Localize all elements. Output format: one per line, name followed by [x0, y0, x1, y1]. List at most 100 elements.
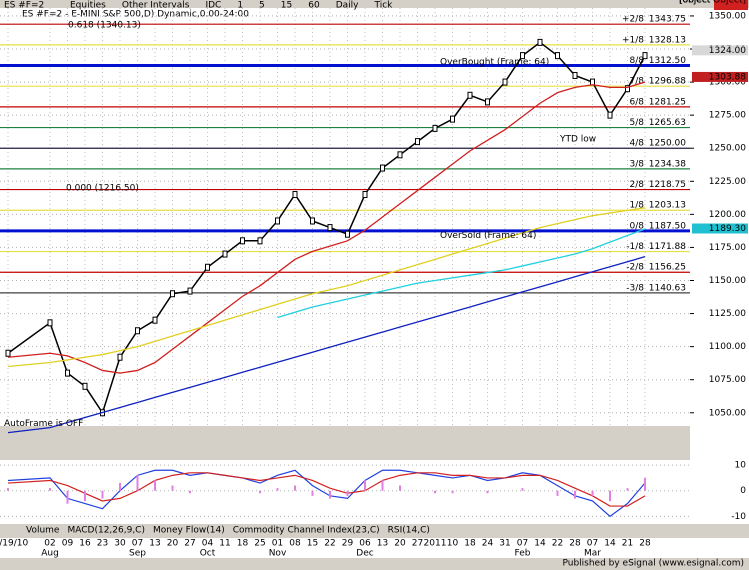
x-tick-label: 23 — [97, 539, 108, 549]
candle — [205, 263, 210, 271]
indicator-tab[interactable]: Commodity Channel Index(23,C) — [233, 526, 380, 536]
x-tick-label: 22 — [324, 539, 335, 549]
candle — [502, 78, 508, 86]
x-tick-label: 07 — [132, 539, 143, 549]
series-line — [7, 207, 646, 368]
candle — [47, 319, 53, 327]
toolbar-button[interactable]: Tick — [373, 1, 393, 11]
indicator-tab[interactable]: RSI(14,C) — [388, 526, 430, 536]
macd-histogram — [119, 482, 121, 491]
series-line — [7, 256, 646, 434]
candle — [537, 38, 543, 46]
indicator-tab[interactable]: MACD(12,26,9,C) — [67, 526, 145, 536]
toolbar — [0, 0, 749, 8]
y-tick-label: 1225.00 — [709, 177, 746, 187]
toolbar-button[interactable]: Equities — [70, 1, 106, 11]
x-tick-label: 20 — [167, 539, 179, 549]
x-tick-label: 07/19/10 — [0, 539, 28, 549]
macd-histogram — [154, 480, 156, 491]
level-value: 1250.00 — [649, 139, 686, 149]
y-tick-label: 1125.00 — [709, 309, 746, 319]
candle — [257, 237, 263, 245]
macd-histogram — [574, 490, 576, 499]
macd-histogram — [84, 490, 86, 502]
toolbar-button[interactable]: IDC — [205, 1, 221, 11]
candle — [65, 369, 70, 377]
month-label: Aug — [41, 549, 59, 559]
x-tick-label: 02 — [44, 539, 55, 549]
toolbar-button[interactable]: 5 — [259, 1, 265, 11]
x-tick-label: 07 — [587, 539, 598, 549]
macd-line — [7, 472, 646, 507]
x-tick-label: 18 — [237, 539, 249, 549]
candle — [135, 327, 140, 335]
macd-histogram — [644, 477, 646, 491]
candle — [275, 217, 280, 225]
candle — [485, 98, 490, 106]
indicator-tab[interactable]: Volume — [26, 526, 60, 536]
macd-histogram — [189, 490, 191, 494]
x-tick-label: 18 — [464, 539, 476, 549]
y-tick-label: 1350.00 — [709, 11, 746, 21]
symbol[interactable]: ES #F=2 — [4, 1, 44, 11]
macd-histogram — [434, 490, 436, 494]
macd-flag-label: [object Object] — [679, 0, 746, 6]
macd-histogram — [276, 488, 279, 491]
macd-histogram — [259, 490, 261, 494]
macd-histogram — [591, 490, 594, 496]
level-name: 8/8 — [630, 56, 645, 66]
candle — [642, 52, 648, 60]
x-tick-label: 24 — [482, 539, 494, 549]
macd-histogram — [521, 488, 524, 491]
annotation: AutoFrame is OFF — [4, 419, 83, 429]
annotation: 0.618 (1340.13) — [68, 21, 141, 31]
indicator-tab[interactable]: Money Flow(14) — [153, 526, 225, 536]
candle — [432, 124, 438, 132]
level-name: 0/8 — [630, 221, 645, 231]
level-name: -2/8 — [626, 263, 644, 273]
macd-flag-label: [object Object] — [679, 0, 746, 6]
macd-histogram — [329, 490, 331, 499]
x-tick-label: 29 — [342, 539, 354, 549]
macd-histogram — [486, 490, 489, 494]
price-flag — [692, 45, 748, 56]
price-flag-label: 1324.00 — [709, 46, 746, 56]
annotation: YTD low — [559, 134, 596, 144]
macd-histogram — [609, 490, 611, 502]
macd-histogram — [364, 480, 366, 491]
macd-histogram — [66, 490, 69, 504]
price-flag — [692, 71, 748, 82]
candle — [362, 191, 368, 199]
level-name: 3/8 — [630, 159, 645, 169]
chart-title: ES #F=2 - E-MINI S&P 500,D) Dynamic,0.00… — [22, 10, 249, 20]
macd-line — [7, 469, 646, 518]
y-tick-label: 1075.00 — [709, 375, 746, 385]
level-name: -3/8 — [626, 283, 644, 293]
candle — [327, 224, 333, 232]
price-axis — [690, 8, 749, 524]
toolbar-button[interactable]: Other Intervals — [122, 1, 190, 11]
macd-histogram — [171, 485, 174, 491]
x-tick-label: 07 — [517, 539, 528, 549]
candle — [222, 250, 228, 258]
x-tick-label: 11 — [219, 539, 230, 549]
month-label: Feb — [515, 549, 531, 559]
level-name: 1/8 — [630, 201, 645, 211]
y-tick-label: 1250.00 — [709, 144, 746, 154]
x-tick-label: 20 — [394, 539, 406, 549]
macd-histogram — [556, 490, 559, 496]
candle — [520, 52, 525, 60]
level-name: 4/8 — [630, 139, 645, 149]
level-value: 1296.88 — [649, 77, 686, 87]
toolbar-button[interactable]: 60 — [308, 1, 320, 11]
candle — [625, 85, 630, 93]
toolbar-button[interactable]: Daily — [336, 1, 359, 11]
macd-histogram — [626, 488, 629, 491]
level-name: 5/8 — [630, 118, 645, 128]
toolbar-button[interactable]: 1 — [237, 1, 243, 11]
x-tick-label: 01 — [272, 539, 283, 549]
level-name: +2/8 — [622, 15, 644, 25]
macd-histogram — [311, 490, 314, 496]
toolbar-button[interactable]: 15 — [281, 1, 292, 11]
x-tick-label: 27 — [184, 539, 195, 549]
